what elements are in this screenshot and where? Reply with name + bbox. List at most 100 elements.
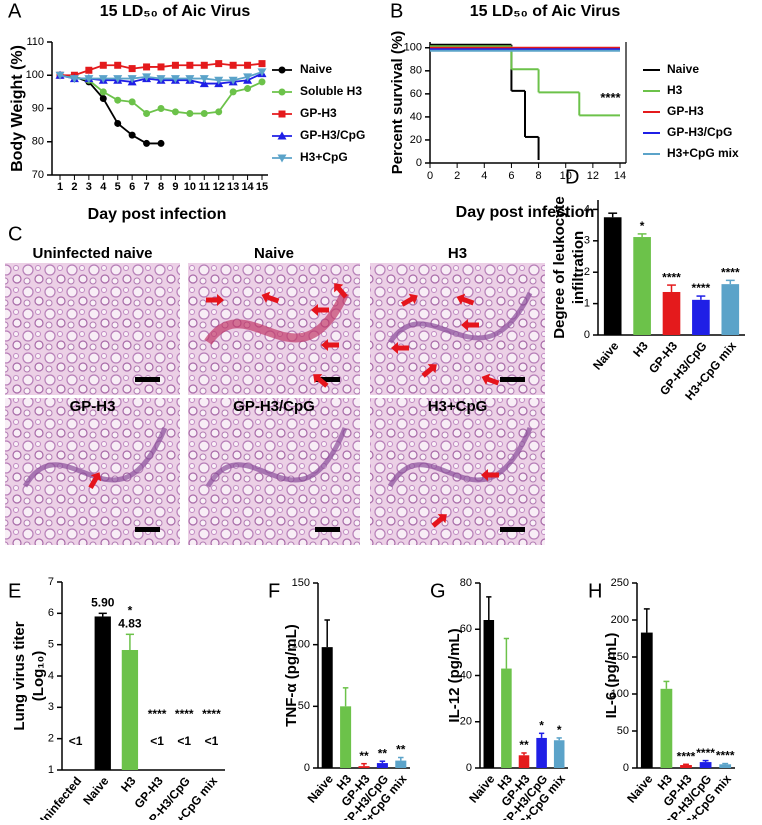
scale-bar (500, 527, 525, 532)
bar (340, 706, 352, 768)
bar (376, 763, 388, 768)
y-axis-label: IL-12 (pg/mL) (446, 628, 463, 722)
data-point (228, 76, 238, 85)
significance: **** (175, 707, 194, 721)
red-arrow (391, 342, 409, 354)
red-arrow (481, 469, 499, 481)
y-tick-label: 110 (26, 36, 44, 48)
y-tick-label: 1 (48, 764, 54, 776)
data-point (229, 61, 237, 69)
data-point (186, 61, 194, 69)
histology-label: GP-H3 (70, 398, 116, 415)
data-point (157, 139, 165, 147)
histology-label: H3 (448, 245, 467, 262)
bar (680, 765, 692, 768)
x-tick-label: 10 (560, 170, 572, 182)
red-arrow (88, 472, 102, 490)
legend-label: H3 (667, 83, 683, 97)
histology-image (370, 263, 545, 395)
x-tick-label: 2 (454, 170, 460, 182)
x-tick-label: 14 (241, 181, 254, 193)
bar (94, 616, 111, 770)
data-point (143, 139, 151, 147)
x-tick-label: 14 (614, 170, 626, 182)
chart-title: 15 LD₅₀ of Aic Virus (100, 3, 251, 20)
data-point (200, 109, 208, 117)
x-tick-label: 8 (158, 181, 164, 193)
y-tick-label: 0 (416, 157, 422, 169)
bar (721, 284, 740, 335)
legend-marker (277, 154, 287, 163)
data-point (55, 71, 65, 80)
y-axis-label: Body Weight (%) (9, 45, 26, 172)
significance: ** (519, 738, 529, 752)
red-arrow (261, 291, 280, 304)
data-point (143, 63, 151, 71)
data-point (142, 73, 152, 82)
y-tick-label: 6 (48, 607, 54, 619)
x-tick-label: 3 (86, 181, 92, 193)
data-point (127, 75, 137, 84)
bar (553, 740, 565, 768)
legend-label: Naive (300, 62, 332, 76)
y-axis-label: TNF-α (pg/mL) (283, 624, 300, 727)
data-point (128, 98, 136, 106)
y-axis-label: Lung virus titer (11, 621, 28, 730)
panel-letter: D (565, 166, 579, 188)
x-tick-label: 0 (427, 170, 433, 182)
y-tick-label: 200 (611, 614, 629, 626)
legend-label: Soluble H3 (300, 84, 362, 98)
x-tick-label: 4 (100, 181, 107, 193)
bar (640, 632, 653, 768)
bar (699, 762, 712, 768)
scale-bar (135, 377, 160, 382)
y-tick-label: 70 (32, 169, 44, 181)
histology-image (370, 398, 545, 545)
data-point (186, 109, 194, 117)
legend-label: GP-H3 (667, 104, 704, 118)
y-axis-label: (Log₁₀) (30, 651, 47, 701)
data-point (85, 66, 93, 74)
data-point (185, 75, 195, 84)
data-point (229, 88, 237, 96)
data-point (114, 96, 122, 104)
bar (501, 668, 512, 768)
y-tick-label: 60 (460, 623, 472, 635)
value-label: <1 (205, 734, 219, 748)
data-point (128, 65, 136, 73)
y-axis-label: Percent survival (%) (389, 31, 406, 174)
data-point (215, 60, 223, 68)
data-point (128, 131, 136, 139)
panel-letter: A (8, 0, 22, 22)
x-axis-label: Day post infection (88, 206, 227, 223)
histology-image (5, 398, 180, 545)
data-point (244, 61, 252, 69)
significance: **** (202, 707, 221, 721)
y-tick-label: 0 (584, 329, 590, 341)
series-line (59, 74, 161, 145)
x-tick-label: 1 (57, 181, 63, 193)
x-tick-label: 6 (508, 170, 514, 182)
panel-letter: B (390, 0, 403, 22)
data-point (170, 75, 180, 84)
x-tick-label: Naive (590, 339, 622, 373)
significance: **** (662, 270, 681, 284)
legend-marker (278, 110, 286, 118)
y-tick-label: 5 (48, 639, 54, 651)
bar (358, 766, 370, 768)
red-arrow (334, 283, 348, 299)
y-tick-label: 40 (410, 111, 422, 123)
legend-label: GP-H3 (300, 106, 337, 120)
data-point (171, 108, 179, 116)
y-tick-label: 150 (292, 577, 310, 589)
significance: * (128, 603, 133, 617)
bar (603, 217, 622, 335)
x-tick-label: Uninfected (34, 774, 85, 820)
y-axis-label: infiltration (570, 231, 587, 304)
significance: * (640, 219, 645, 233)
value-label: 4.83 (118, 616, 142, 630)
significance: ** (359, 749, 369, 763)
red-arrow (313, 374, 329, 388)
bar (692, 299, 710, 335)
